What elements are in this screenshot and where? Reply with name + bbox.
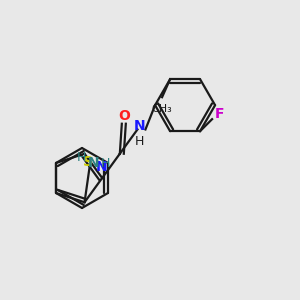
Text: N: N — [88, 156, 99, 170]
Text: CH₃: CH₃ — [152, 104, 172, 114]
Text: N: N — [134, 119, 145, 134]
Text: H: H — [101, 157, 110, 170]
Text: F: F — [214, 107, 224, 121]
Text: N: N — [96, 160, 108, 174]
Text: H: H — [77, 151, 86, 164]
Text: H: H — [135, 135, 144, 148]
Text: S: S — [82, 155, 93, 169]
Text: O: O — [118, 109, 130, 123]
